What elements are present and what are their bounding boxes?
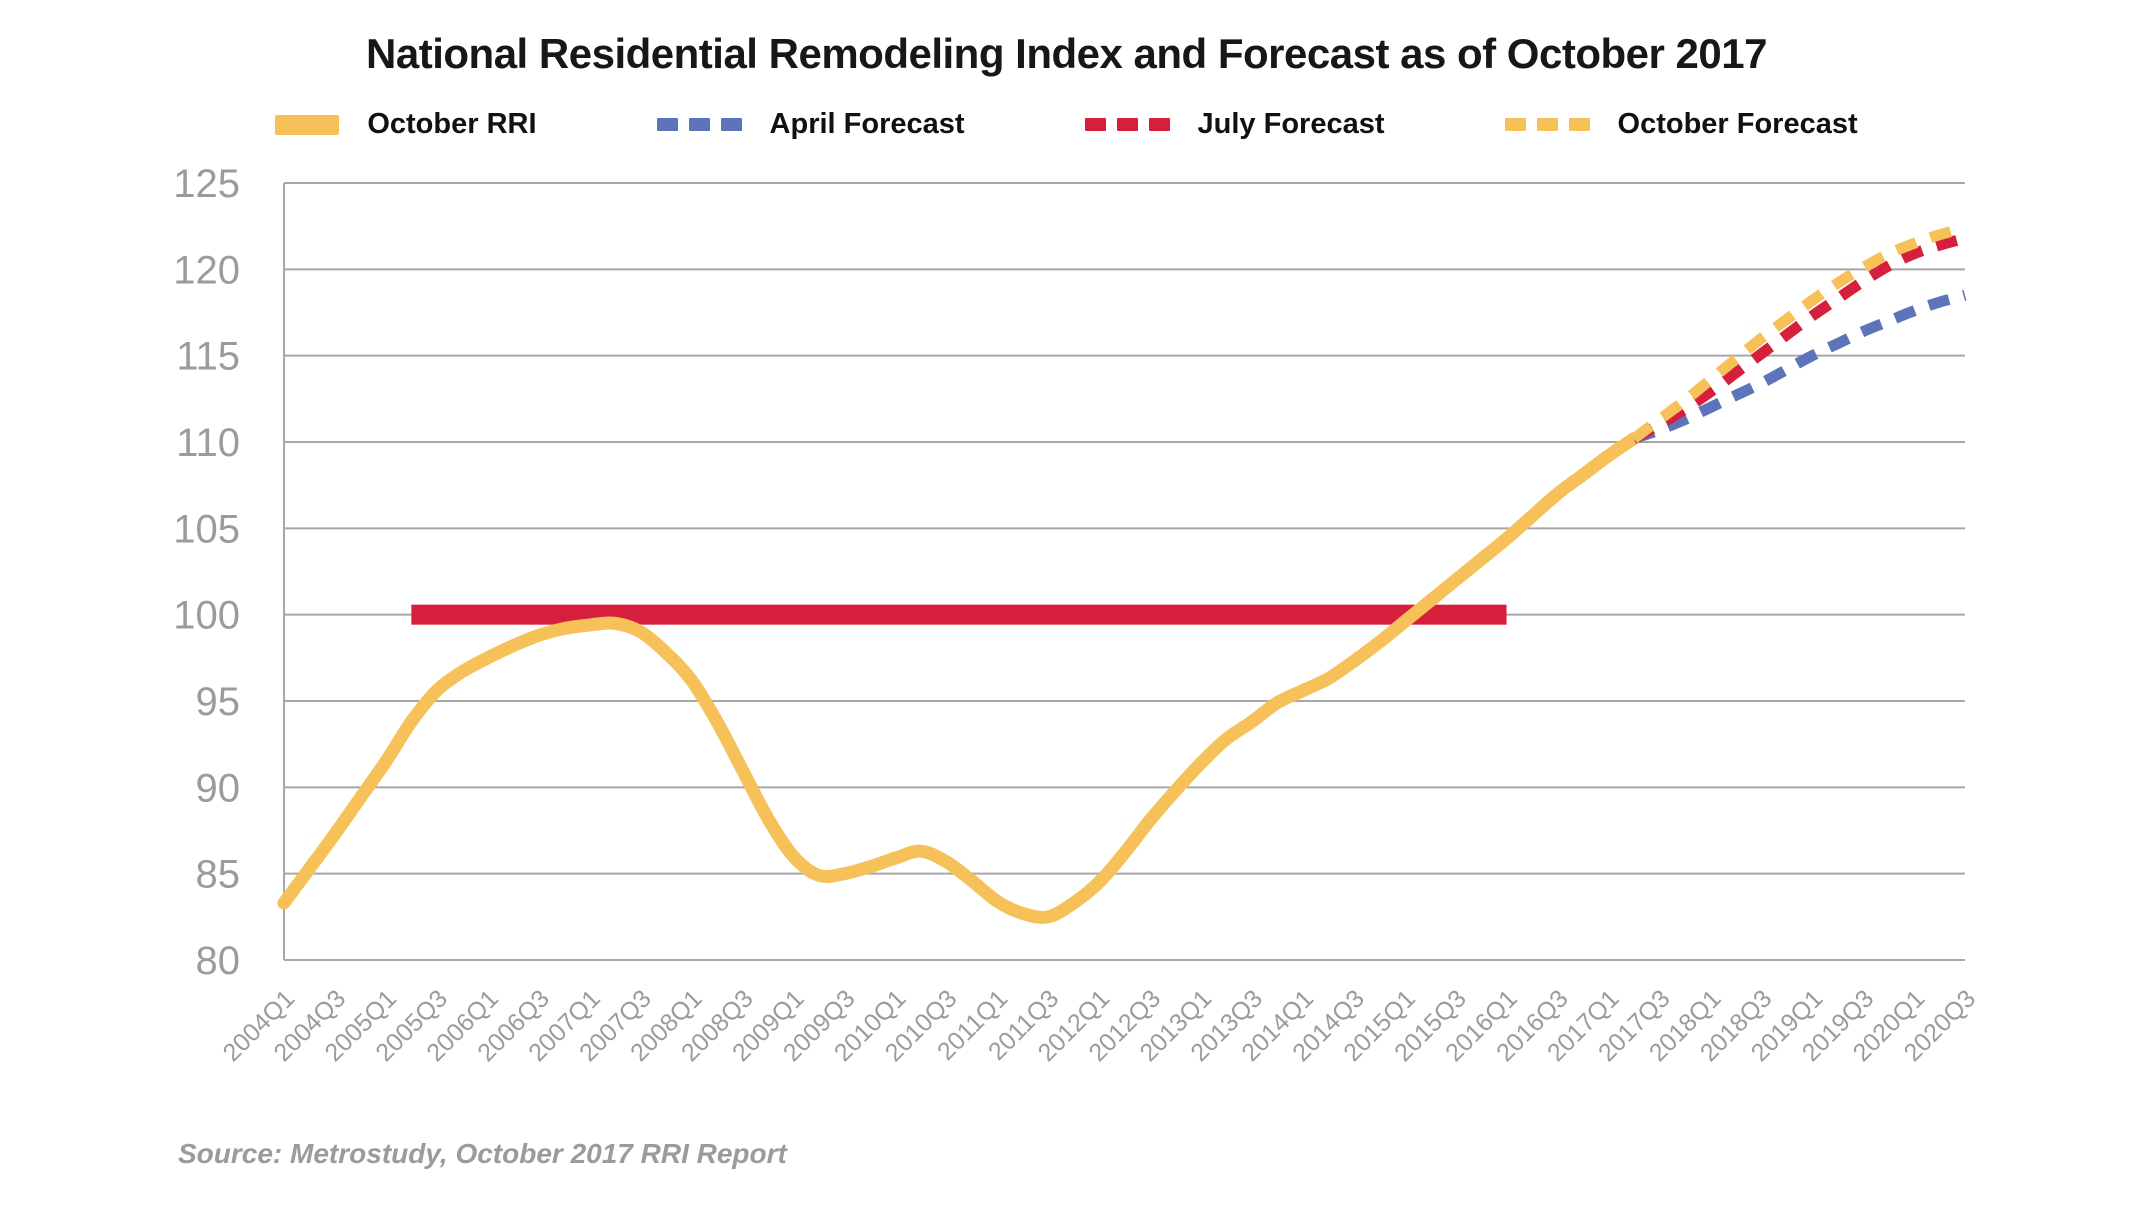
source-note: Source: Metrostudy, October 2017 RRI Rep…	[178, 1138, 787, 1169]
y-tick-label: 110	[176, 421, 240, 465]
series-october-rri	[277, 432, 1641, 924]
legend-label: October Forecast	[1617, 108, 1858, 140]
legend-item-october-forecast: October Forecast	[1504, 108, 1858, 141]
legend-dash	[1568, 118, 1590, 131]
y-tick-label: 85	[196, 853, 241, 897]
legend-item-july-forecast: July Forecast	[1084, 108, 1385, 141]
legend-solid-line-swatch	[275, 114, 340, 135]
y-tick-label: 95	[196, 680, 241, 724]
y-tick-label: 80	[196, 939, 241, 983]
legend-dash	[1148, 118, 1170, 131]
series-july-forecast	[1631, 232, 1967, 444]
series-april-forecast	[1632, 289, 1967, 444]
y-tick-label: 90	[196, 766, 241, 810]
legend-dash	[1116, 118, 1138, 131]
legend-label: October RRI	[367, 108, 537, 140]
y-tick-label: 120	[173, 248, 240, 292]
legend-label: July Forecast	[1197, 108, 1385, 140]
legend-dash	[656, 118, 678, 131]
legend-item-october-rri: October RRI	[275, 108, 537, 141]
y-tick-label: 100	[173, 594, 240, 638]
legend-dashed-line-swatch	[1504, 118, 1590, 131]
y-tick-label: 125	[173, 162, 240, 206]
y-tick-label: 105	[173, 507, 240, 551]
legend: October RRI April Forecast July Forecast Oc…	[0, 108, 2133, 141]
legend-dash	[1084, 118, 1106, 131]
series-october-forecast	[1630, 222, 1967, 443]
legend-item-april-forecast: April Forecast	[656, 108, 965, 141]
benchmark-bar-100	[411, 604, 1507, 625]
legend-dash	[1536, 118, 1558, 131]
legend-dash	[720, 118, 742, 131]
y-tick-label: 115	[176, 335, 240, 379]
legend-dash	[1504, 118, 1526, 131]
chart-title: National Residential Remodeling Index an…	[366, 30, 1767, 77]
legend-dashed-line-swatch	[656, 118, 742, 131]
legend-dashed-line-swatch	[1084, 118, 1170, 131]
legend-dash	[688, 118, 710, 131]
legend-label: April Forecast	[769, 108, 965, 140]
